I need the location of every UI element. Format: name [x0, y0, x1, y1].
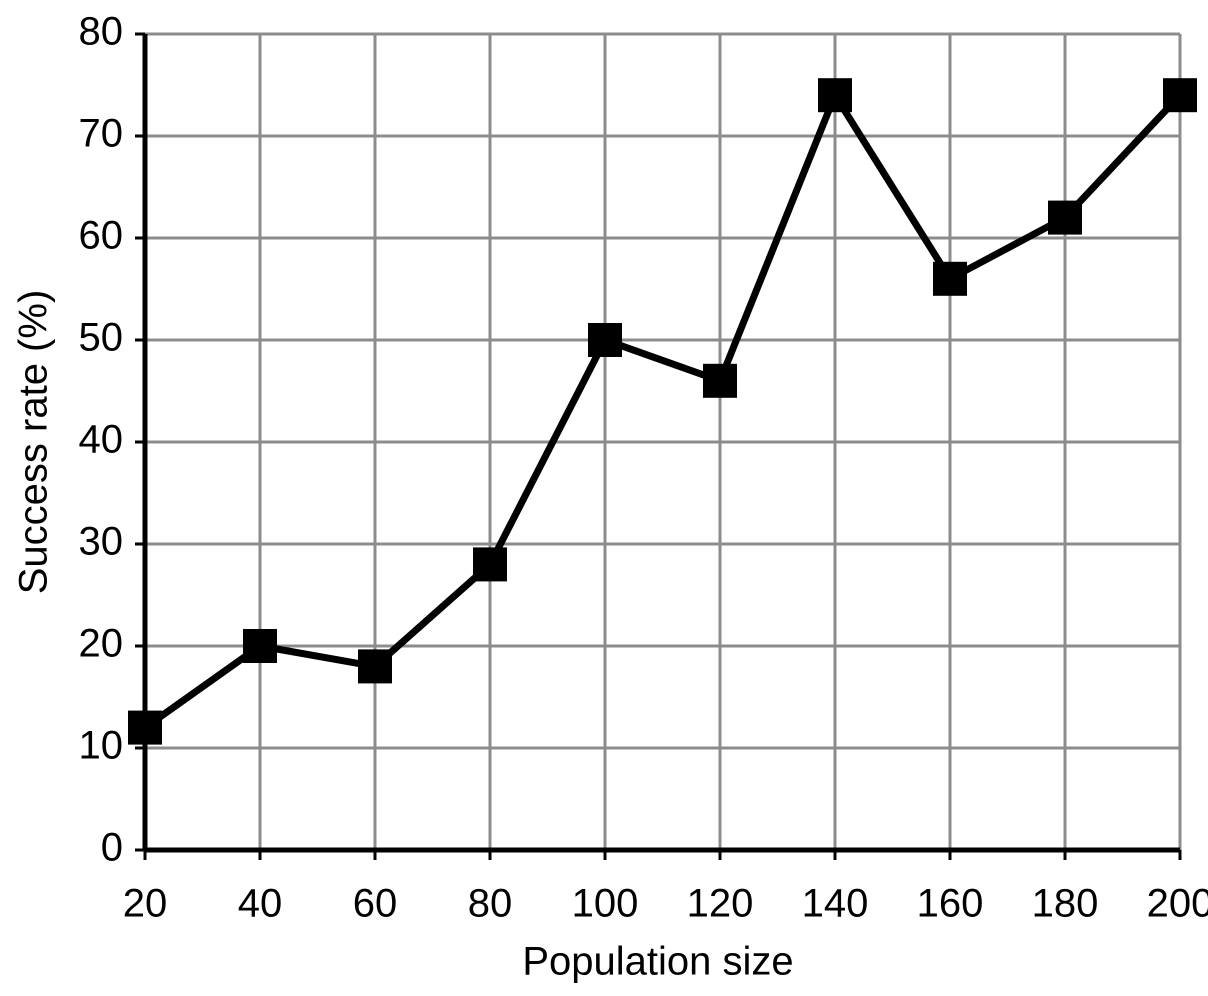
point-marker [128, 710, 162, 745]
point-marker [1163, 78, 1197, 113]
y-tick-label: 70 [79, 112, 124, 156]
point-marker [703, 363, 737, 398]
y-tick-label: 10 [79, 724, 124, 768]
point-marker [358, 649, 392, 684]
x-tick-label: 200 [1147, 882, 1208, 926]
x-axis-label: Population size [522, 940, 793, 984]
x-tick-label: 140 [802, 882, 869, 926]
x-tick-label: 80 [468, 882, 513, 926]
x-tick-label: 120 [687, 882, 754, 926]
y-tick-label: 80 [79, 10, 124, 54]
y-tick-label: 50 [79, 316, 124, 360]
x-tick-label: 20 [123, 882, 168, 926]
x-tick-label: 160 [917, 882, 984, 926]
point-marker [818, 78, 852, 113]
point-marker [588, 323, 622, 357]
point-marker [473, 547, 507, 582]
series-line [142, 87, 1183, 731]
y-tick-label: 30 [79, 520, 124, 564]
y-tick-label: 20 [79, 622, 124, 666]
y-tick-label: 0 [101, 826, 123, 870]
y-tick-label: 40 [79, 418, 124, 462]
x-tick-label: 100 [572, 882, 639, 926]
point-marker [933, 261, 967, 296]
x-tick-label: 40 [238, 882, 283, 926]
x-tick-label: 60 [353, 882, 398, 926]
y-axis-label: Success rate (%) [12, 290, 56, 595]
y-tick-label: 60 [79, 214, 124, 258]
point-marker [1048, 200, 1082, 235]
x-tick-label: 180 [1032, 882, 1099, 926]
point-marker [243, 629, 277, 663]
